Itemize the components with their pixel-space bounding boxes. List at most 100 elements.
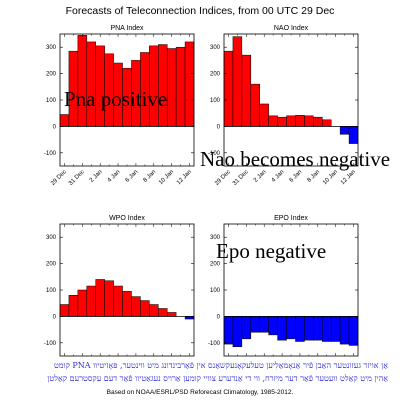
footer-credit: Based on NOAA/ESRL/PSD Reforecast Climat… [107, 389, 294, 396]
wpo-index-bar-31-dec [77, 289, 88, 317]
pna-index-bar-10-jan [166, 48, 177, 127]
epo-index-bar-8-jan [313, 316, 323, 341]
epo-index-bar-29-dec [223, 316, 234, 345]
wpo-index-bar-2-jan [95, 279, 105, 317]
nao-index-bar-3-jan [268, 115, 278, 127]
pna-index-ytick-label-100: -100 [44, 151, 57, 157]
nao-index-xtick-label-4-jan: 4 Jan [271, 169, 286, 184]
epo-index-panel: EPO Index -100 0 100 200 300 [208, 215, 359, 357]
wpo-index-ytick-label-100: -100 [44, 341, 57, 347]
nao-index-bar-11-jan [339, 126, 350, 135]
figure-title: Forecasts of Teleconnection Indices, fro… [66, 5, 335, 17]
pna-index-panel: PNA Index -100 0 100 200 300 29 Dec 31 Dec 2 Jan… [44, 25, 195, 187]
wpo-index-bar-5-jan [122, 291, 132, 317]
pna-index-ytick-label-200: 200 [46, 72, 57, 78]
wpo-index-title: WPO Index [109, 215, 145, 222]
nao-index-title: NAO Index [274, 25, 309, 32]
epo-index-bar-30-dec [232, 316, 243, 348]
epo-index-bar-4-jan [277, 316, 287, 341]
pna-index-xtick-label-2-jan: 2 Jan [89, 169, 104, 184]
pna-index-bar-12-jan [184, 41, 195, 127]
epo-index-bar-11-jan [339, 316, 350, 345]
pna-index-bar-11-jan [175, 46, 186, 127]
wpo-index-ytick-label-0: 0 [53, 314, 57, 320]
nao-index-xtick-label-8-jan: 8 Jan [307, 169, 322, 184]
epo-index-bar-9-jan [322, 316, 332, 342]
pna-index-xtick-label-29-dec: 29 Dec [50, 169, 68, 187]
epo-index-bar-12-jan [348, 316, 359, 346]
pna-index-xtick-label-12-jan: 12 Jan [176, 169, 193, 186]
nao-index-ytick-label-200: 200 [210, 72, 221, 78]
wpo-index-bar-6-jan [131, 296, 141, 317]
nao-index-bar-2-jan [259, 103, 269, 127]
pna-index-ytick-label-0: 0 [53, 124, 57, 130]
nao-index-bar-8-jan [313, 116, 323, 127]
wpo-index-bar-1-jan [86, 285, 96, 317]
pna-index-xtick-label-31-dec: 31 Dec [68, 169, 86, 187]
epo-index-title: EPO Index [274, 215, 308, 222]
annotation-nao: Nao becomes negative [200, 147, 390, 171]
epo-index-bar-10-jan [330, 316, 341, 342]
epo-index-ytick-label-100: 100 [210, 288, 221, 294]
epo-index-bar-2-jan [259, 316, 269, 333]
nao-index-xtick-label-10-jan: 10 Jan [322, 169, 339, 186]
wpo-index-bar-3-jan [104, 280, 114, 317]
nao-index-ytick-label-0: 0 [217, 124, 221, 130]
nao-index-xtick-label-12-jan: 12 Jan [340, 169, 357, 186]
wpo-index-bar-9-jan [158, 308, 168, 317]
annotation-epo: Epo negative [216, 239, 326, 263]
pna-index-xtick-label-8-jan: 8 Jan [143, 169, 158, 184]
nao-index-xtick-label-2-jan: 2 Jan [253, 169, 268, 184]
pna-index-xtick-label-6-jan: 6 Jan [125, 169, 140, 184]
nao-index-bar-9-jan [322, 119, 332, 127]
pna-index-bar-1-jan [86, 41, 96, 127]
annotation-pna: Pna positive [64, 87, 167, 111]
nao-index-xtick-label-31-dec: 31 Dec [232, 169, 250, 187]
wpo-index-ytick-label-200: 200 [46, 262, 57, 268]
pna-index-ytick-label-100: 100 [46, 98, 57, 104]
nao-index-xtick-label-29-dec: 29 Dec [214, 169, 232, 187]
nao-index-ytick-label-100: -100 [208, 151, 221, 157]
epo-index-bar-31-dec [241, 316, 252, 340]
annotation-yiddish-line-2: אַהין מיט קאַלט וועטער פֿאַר דער מיזרח, … [47, 374, 388, 383]
epo-index-ytick-label-300: 300 [210, 235, 221, 241]
nao-index-bar-1-jan [250, 83, 260, 127]
wpo-index-panel: WPO Index -100 0 100 200 300 [44, 215, 195, 357]
nao-index-bar-12-jan [348, 126, 359, 144]
wpo-index-ytick-label-300: 300 [46, 235, 57, 241]
nao-index-bar-7-jan [304, 115, 314, 127]
wpo-index-bar-8-jan [149, 304, 159, 317]
epo-index-ytick-label-0: 0 [217, 314, 221, 320]
pna-index-bar-29-dec [59, 114, 70, 127]
epo-index-bar-3-jan [268, 316, 278, 336]
epo-index-bar-7-jan [304, 316, 314, 341]
epo-index-bar-5-jan [286, 316, 296, 340]
epo-index-bar-6-jan [295, 316, 305, 342]
pna-index-bar-31-dec [77, 35, 88, 127]
nao-index-bar-30-dec [232, 36, 243, 127]
pna-index-bar-9-jan [158, 44, 168, 127]
pna-index-ytick-label-300: 300 [46, 45, 57, 51]
pna-index-xtick-label-10-jan: 10 Jan [158, 169, 175, 186]
wpo-index-bar-29-dec [59, 304, 70, 317]
wpo-index-bar-4-jan [113, 285, 123, 317]
nao-index-ytick-label-100: 100 [210, 98, 221, 104]
nao-index-bar-31-dec [241, 54, 252, 127]
nao-index-bar-29-dec [223, 50, 234, 127]
nao-index-bar-5-jan [286, 115, 296, 127]
wpo-index-bar-10-jan [166, 312, 177, 317]
nao-index-bar-4-jan [277, 116, 287, 127]
epo-index-ytick-label-200: 200 [210, 262, 221, 268]
epo-index-ytick-label-100: -100 [208, 341, 221, 347]
nao-index-xtick-label-6-jan: 6 Jan [289, 169, 304, 184]
annotation-yiddish-line-1: אַן אויזר געזונטער האַבן פֿיר אַנאָמאַלִ… [54, 361, 388, 370]
wpo-index-bar-30-dec [68, 295, 79, 317]
nao-index-ytick-label-300: 300 [210, 45, 221, 51]
epo-index-bar-1-jan [250, 316, 260, 333]
nao-index-bar-6-jan [295, 115, 305, 127]
wpo-index-ytick-label-100: 100 [46, 288, 57, 294]
pna-index-xtick-label-4-jan: 4 Jan [107, 169, 122, 184]
pna-index-title: PNA Index [110, 25, 144, 32]
